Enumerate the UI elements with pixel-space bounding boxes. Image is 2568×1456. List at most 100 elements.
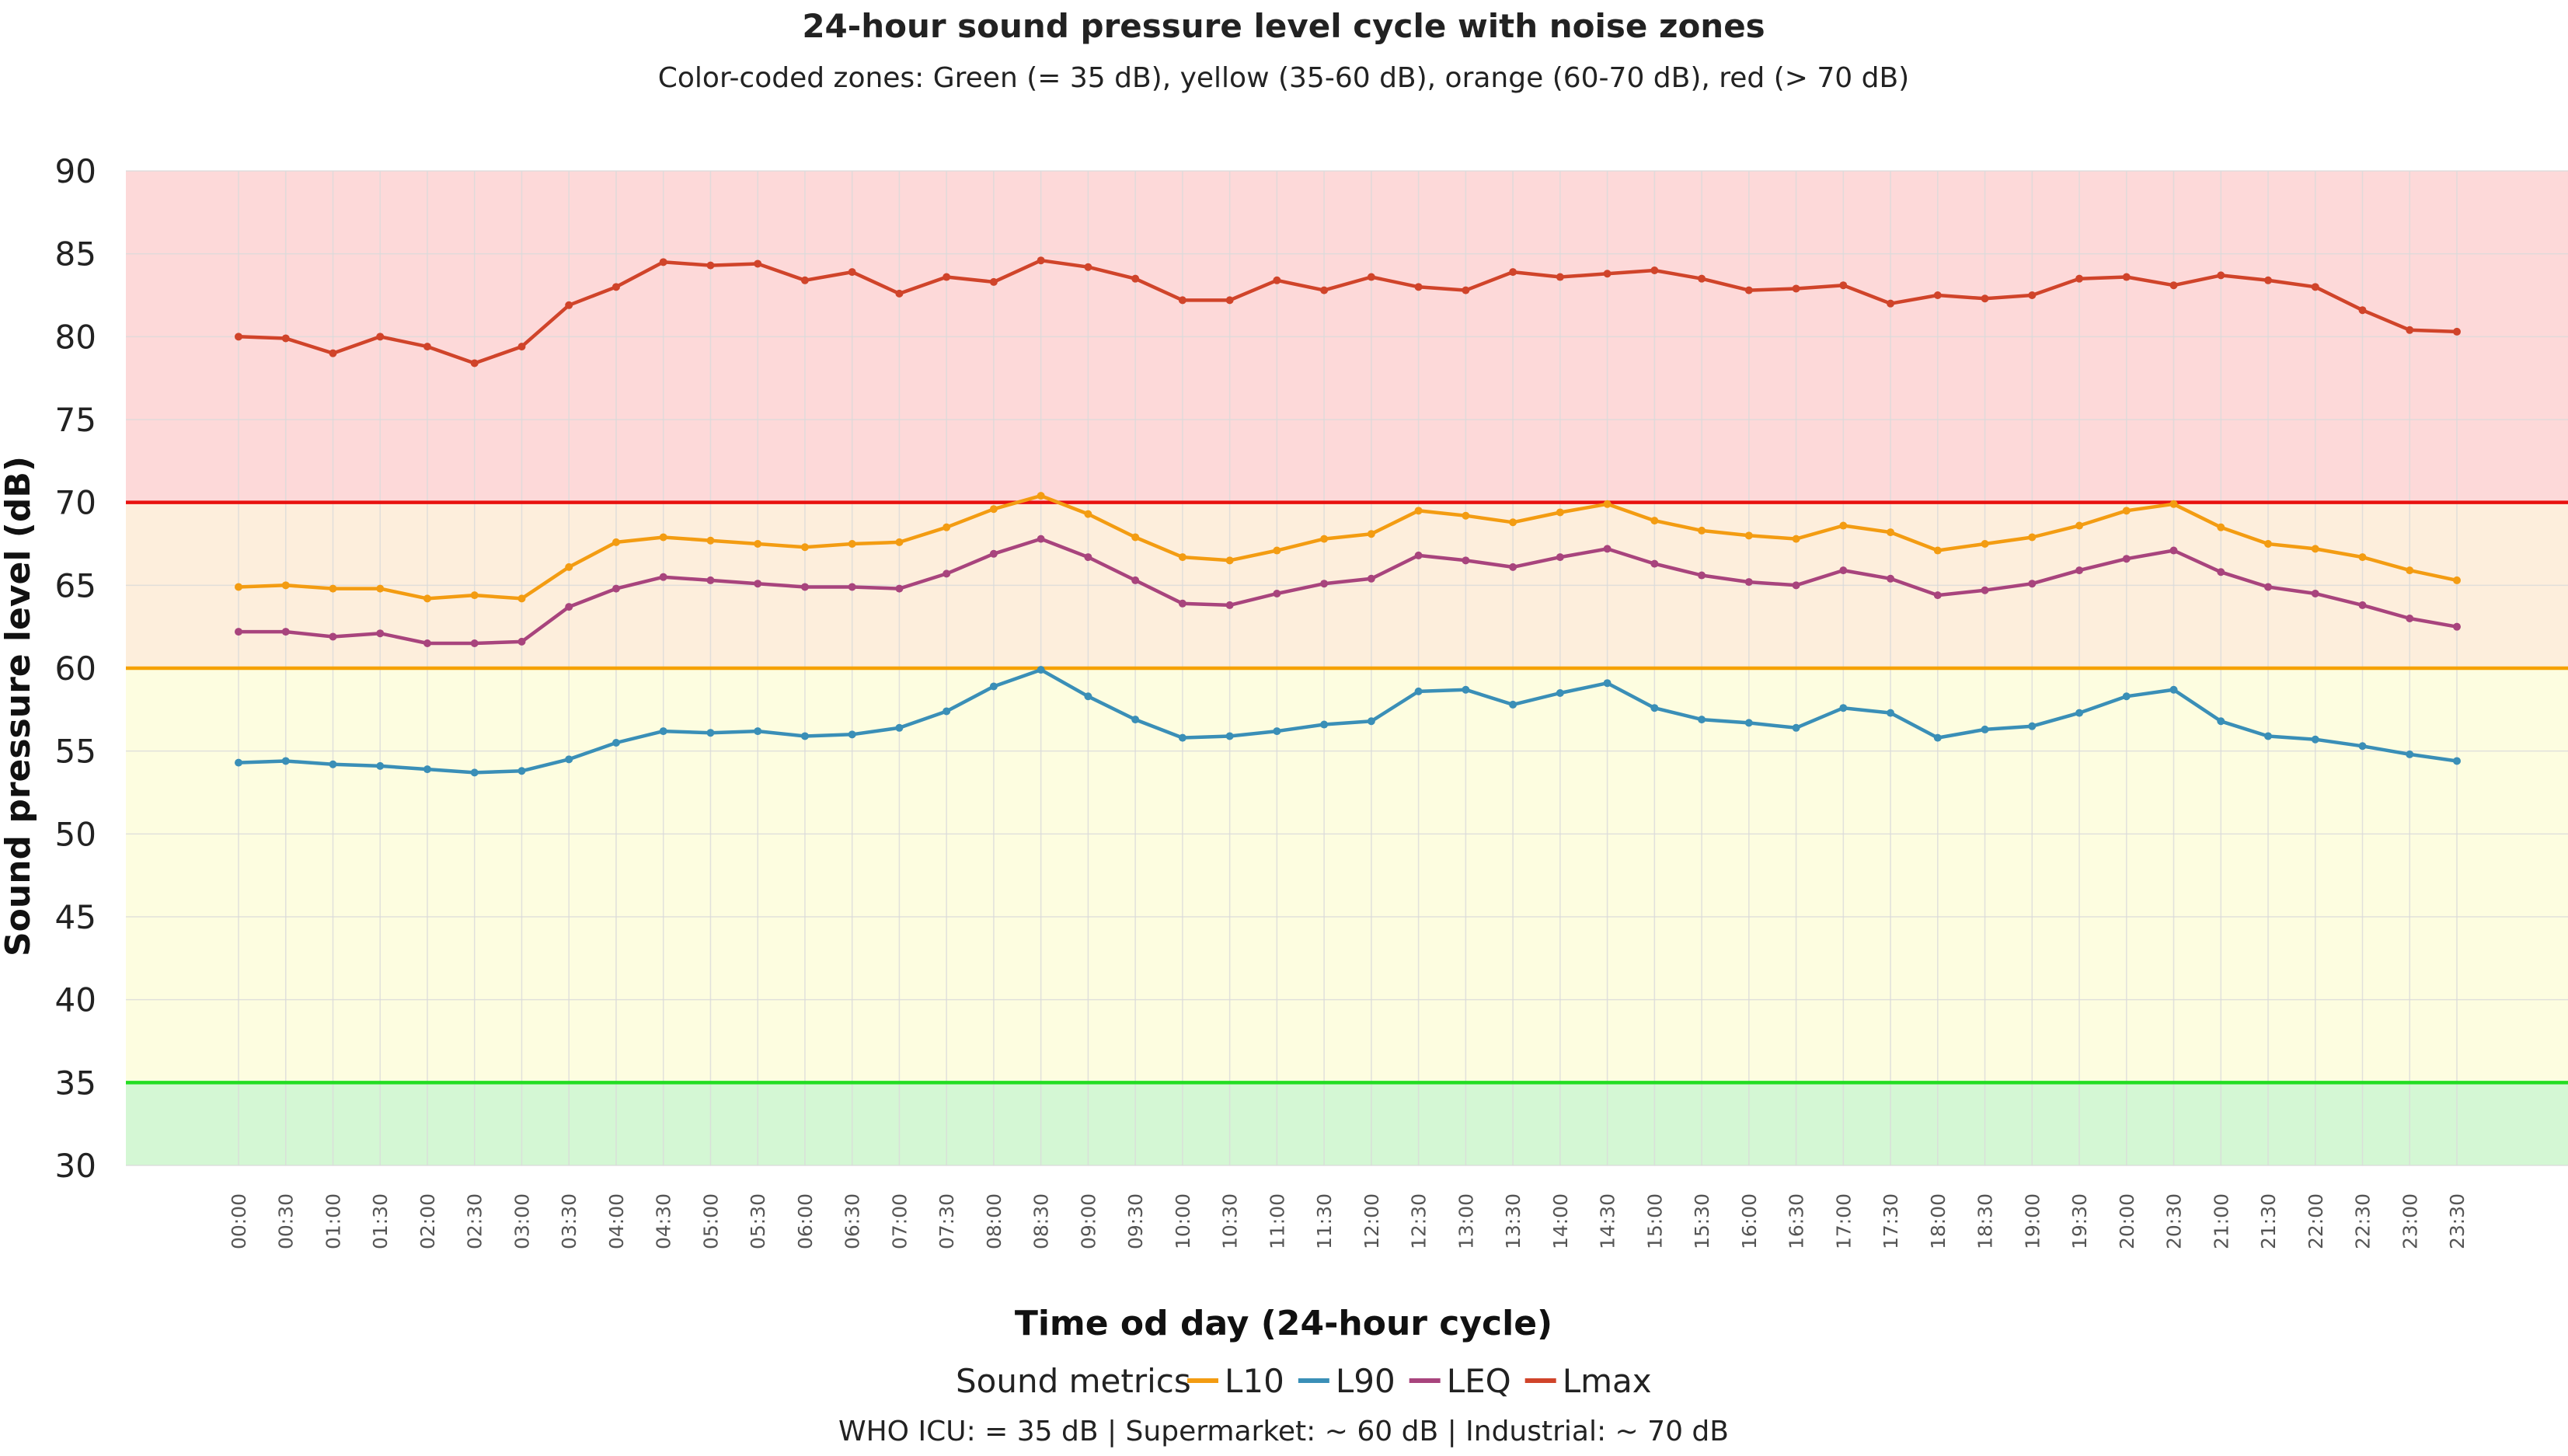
y-tick-label: 60: [55, 650, 96, 688]
data-point-Lmax: [989, 277, 998, 286]
data-point-Lmax: [612, 283, 620, 291]
data-point-LEQ: [1367, 574, 1375, 583]
x-tick-label: 16:00: [1738, 1193, 1761, 1249]
data-point-LEQ: [754, 580, 762, 588]
x-tick-label: 19:00: [2021, 1193, 2044, 1249]
data-point-LEQ: [1556, 553, 1564, 562]
data-point-L90: [754, 727, 762, 736]
data-point-Lmax: [848, 268, 856, 277]
data-point-Lmax: [943, 273, 951, 281]
data-point-Lmax: [1273, 276, 1281, 284]
data-point-Lmax: [1650, 266, 1659, 274]
x-tick-label: 20:00: [2116, 1193, 2138, 1249]
x-tick-label: 00:30: [275, 1193, 298, 1249]
data-point-LEQ: [895, 584, 904, 593]
x-tick-label: 23:00: [2399, 1193, 2421, 1249]
data-point-Lmax: [1933, 291, 1942, 299]
data-point-L10: [2028, 533, 2037, 542]
data-point-LEQ: [2453, 622, 2461, 631]
data-point-Lmax: [2075, 274, 2084, 283]
data-point-Lmax: [1131, 274, 1140, 283]
data-point-L90: [1744, 719, 1753, 727]
y-tick-label: 85: [55, 235, 96, 273]
x-tick-label: 15:30: [1691, 1193, 1713, 1249]
x-tick-label: 02:00: [416, 1193, 439, 1249]
x-tick-label: 09:00: [1077, 1193, 1099, 1249]
data-point-LEQ: [2406, 615, 2414, 622]
data-point-Lmax: [565, 301, 573, 309]
chart-title: 24-hour sound pressure level cycle with …: [802, 7, 1765, 45]
x-tick-label: 05:00: [699, 1193, 722, 1249]
data-point-L10: [376, 584, 385, 593]
data-point-Lmax: [1603, 270, 1612, 278]
data-point-Lmax: [423, 343, 431, 351]
y-axis-label: Sound pressure level (dB): [0, 456, 38, 956]
series-line-L90: [238, 667, 2458, 775]
data-point-L90: [517, 767, 526, 775]
data-point-LEQ: [1981, 586, 1989, 594]
data-point-LEQ: [800, 583, 809, 591]
data-point-LEQ: [1178, 599, 1186, 608]
y-tick-label: 80: [55, 318, 96, 356]
x-tick-label: 02:30: [464, 1193, 486, 1249]
data-point-LEQ: [943, 570, 951, 578]
x-tick-label: 14:30: [1597, 1193, 1619, 1249]
data-point-L90: [1839, 704, 1848, 712]
data-point-LEQ: [1225, 601, 1234, 609]
data-point-L90: [1462, 685, 1470, 694]
data-point-L90: [2075, 709, 2084, 717]
data-point-LEQ: [848, 583, 856, 591]
x-tick-label: 17:30: [1880, 1193, 1902, 1249]
data-point-L10: [2406, 566, 2414, 575]
data-point-LEQ: [1131, 576, 1140, 584]
data-point-L10: [1698, 526, 1706, 535]
data-point-L10: [1744, 531, 1753, 540]
data-point-L10: [1792, 535, 1800, 543]
x-axis-label: Time od day (24-hour cycle): [1015, 1304, 1552, 1343]
data-point-LEQ: [706, 576, 715, 584]
data-point-L10: [706, 536, 715, 545]
data-point-LEQ: [612, 584, 620, 593]
data-point-Lmax: [1225, 296, 1234, 305]
data-point-L90: [895, 723, 904, 732]
data-point-L10: [1131, 533, 1140, 542]
data-point-L10: [1178, 553, 1186, 562]
legend-item-L10: L10: [1187, 1362, 1284, 1400]
x-tick-label: 06:00: [794, 1193, 817, 1249]
data-point-Lmax: [329, 349, 337, 357]
data-point-LEQ: [1650, 559, 1659, 568]
data-point-L90: [1887, 709, 1895, 717]
x-tick-label: 19:30: [2068, 1193, 2091, 1249]
y-axis-ticks: 30 35 40 45 50 55 60 65 70 75 80 85 90: [55, 152, 96, 1185]
x-tick-label: 12:30: [1408, 1193, 1430, 1249]
data-point-L90: [1414, 687, 1423, 695]
data-point-L10: [1084, 510, 1092, 518]
data-point-L10: [1320, 535, 1329, 543]
data-point-L90: [2122, 692, 2131, 701]
x-tick-label: 00:00: [228, 1193, 250, 1249]
data-point-L90: [1603, 679, 1612, 688]
data-point-LEQ: [1792, 581, 1800, 590]
y-tick-label: 90: [55, 152, 96, 190]
legend-item-LEQ: LEQ: [1409, 1362, 1511, 1400]
x-tick-label: 08:00: [983, 1193, 1005, 1249]
data-point-L10: [565, 563, 573, 571]
y-tick-label: 70: [55, 484, 96, 522]
data-point-Lmax: [1792, 284, 1800, 293]
data-point-L10: [1887, 528, 1895, 537]
data-point-L90: [1698, 716, 1706, 724]
x-tick-label: 08:30: [1030, 1193, 1053, 1249]
data-point-L10: [1225, 556, 1234, 565]
data-point-L10: [754, 540, 762, 548]
data-point-L90: [800, 732, 809, 740]
data-point-LEQ: [2311, 590, 2319, 597]
data-point-Lmax: [2406, 326, 2414, 334]
data-point-L10: [848, 540, 856, 548]
x-tick-label: 09:30: [1124, 1193, 1147, 1249]
data-point-L90: [1273, 727, 1281, 736]
data-point-L90: [565, 755, 573, 764]
y-tick-label: 50: [55, 815, 96, 853]
x-tick-label: 12:00: [1361, 1193, 1383, 1249]
x-tick-label: 23:30: [2446, 1193, 2469, 1249]
